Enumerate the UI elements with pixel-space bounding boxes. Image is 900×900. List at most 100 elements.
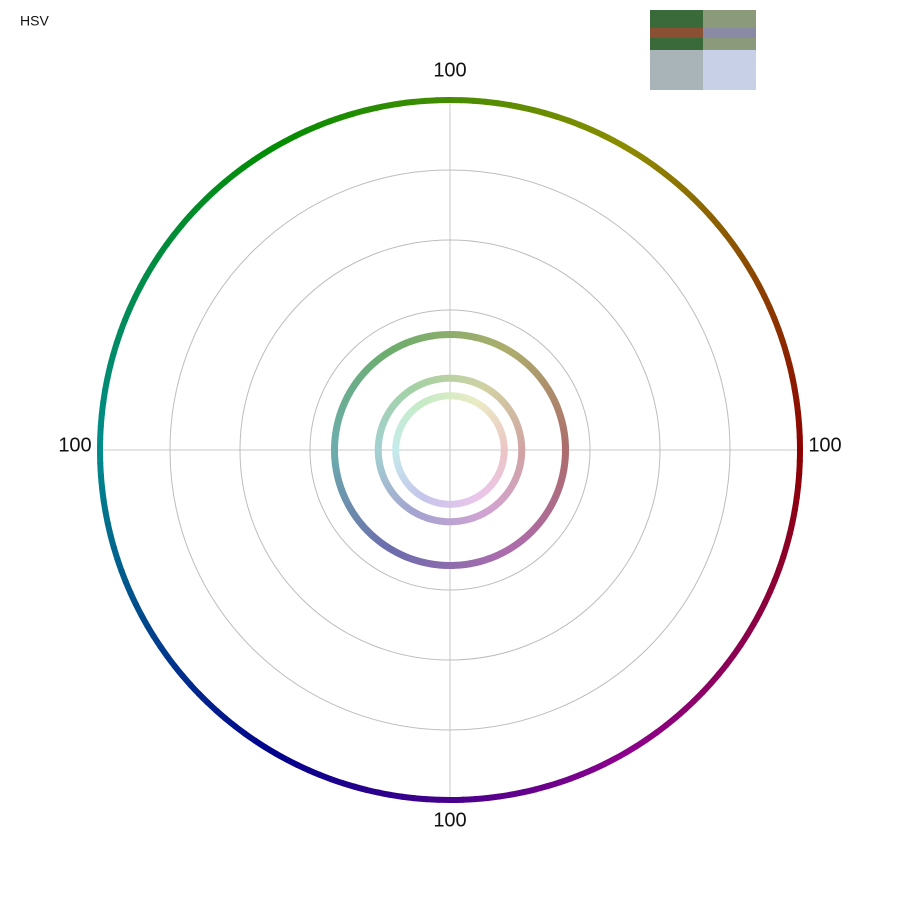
ring-segment [475, 399, 481, 407]
ring-segment [467, 395, 472, 403]
ring-segment [524, 361, 533, 370]
ring-segment [771, 566, 783, 583]
ring-segment [361, 524, 370, 534]
ring-segment [412, 335, 420, 344]
ring-segment [789, 374, 798, 390]
ring-segment [698, 203, 713, 218]
ring-segment [489, 388, 497, 397]
ring-segment [400, 417, 408, 424]
ring-segment [170, 223, 185, 238]
ring-segment [730, 642, 744, 658]
grid-circle [309, 309, 591, 591]
ring-segment [508, 412, 517, 418]
ring-segment [487, 482, 495, 489]
ring-segment [467, 496, 472, 505]
ring-segment [157, 644, 171, 659]
ring-segment [385, 407, 394, 415]
ring-segment [378, 424, 386, 430]
ring-segment [621, 143, 638, 156]
ring-segment [546, 389, 556, 398]
ring-segment [743, 261, 756, 277]
ring-segment [282, 132, 298, 145]
ring-segment [476, 400, 483, 408]
ring-segment [755, 282, 768, 298]
ring-segment [428, 395, 433, 404]
ring-segment [556, 480, 565, 487]
ring-segment [484, 336, 491, 345]
ring-segment [304, 122, 321, 134]
ring-segment [397, 341, 405, 350]
ring-segment [470, 495, 476, 503]
ring-segment [766, 578, 778, 594]
ring-segment [516, 431, 524, 436]
ring-segment [497, 497, 505, 505]
ring-segment [560, 461, 569, 467]
ring-segment [492, 419, 501, 425]
ring-segment [352, 783, 368, 793]
ring-segment [381, 417, 389, 423]
ring-segment [293, 127, 309, 139]
ring-segment [488, 481, 496, 488]
ring-segment [468, 377, 474, 386]
ring-segment [511, 477, 519, 483]
ring-segment [522, 786, 538, 796]
ring-segment [472, 333, 479, 342]
ring-segment [429, 560, 436, 568]
ring-segment [540, 512, 550, 520]
ring-segment [558, 472, 567, 479]
ring-segment [555, 408, 564, 416]
ring-segment [383, 482, 392, 488]
ring-segment [477, 381, 483, 389]
ring-segment [495, 424, 503, 430]
ring-segment [507, 483, 516, 490]
ring-segment [404, 338, 412, 347]
ring-segment [203, 187, 218, 202]
ring-segment [530, 366, 539, 376]
ring-segment [411, 97, 426, 106]
ring-segment [348, 383, 358, 392]
ring-segment [399, 419, 407, 425]
ring-segment [750, 611, 763, 627]
ring-segment [399, 500, 407, 508]
ring-segment [104, 522, 114, 538]
ring-segment [492, 476, 500, 483]
ring-segment [515, 466, 524, 471]
ring-segment [744, 621, 757, 638]
axis-label: 100 [808, 434, 841, 456]
ring-segment [487, 337, 495, 347]
ring-segment [397, 470, 405, 476]
ring-segment [566, 117, 583, 129]
ring-segment [461, 560, 468, 569]
ring-segment [465, 497, 471, 505]
ring-segment [761, 293, 773, 309]
ring-segment [491, 339, 499, 348]
ring-segment [479, 510, 486, 518]
ring-segment [487, 411, 495, 418]
ring-segment [409, 384, 416, 393]
ring-segment [506, 485, 515, 493]
ring-segment [346, 505, 356, 514]
ring-segment [492, 502, 499, 510]
thumbnail [650, 50, 703, 90]
ring-segment [204, 699, 220, 714]
ring-segment [382, 414, 390, 421]
ring-segment [533, 783, 550, 793]
ring-segment [419, 493, 425, 501]
ring-segment [489, 479, 497, 486]
ring-segment [425, 796, 440, 803]
ring-segment [504, 405, 513, 412]
ring-segment [491, 478, 499, 484]
ring-segment [465, 394, 470, 403]
ring-segment [477, 511, 484, 519]
ring-segment [514, 470, 522, 476]
ring-segment [399, 392, 407, 400]
ring-segment [341, 397, 350, 405]
ring-segment [403, 414, 411, 421]
ring-segment [241, 157, 256, 171]
ring-segment [537, 376, 547, 385]
ring-segment [491, 417, 499, 424]
ring-segment [796, 423, 803, 438]
ring-segment [110, 545, 121, 561]
ring-segment [223, 715, 238, 730]
ring-segment [515, 537, 524, 547]
